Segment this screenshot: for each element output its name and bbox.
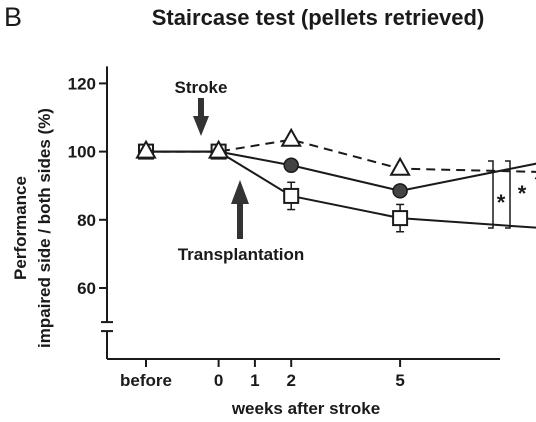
x-tick-label: 5 — [395, 371, 404, 390]
x-axis-label: weeks after stroke — [231, 399, 380, 418]
y-tick-label: 100 — [68, 143, 96, 162]
series-triangle-open — [146, 138, 536, 173]
x-tick-label: 0 — [214, 371, 223, 390]
y-tick-label: 120 — [68, 74, 96, 93]
x-tick-label: 2 — [286, 371, 295, 390]
data-point — [283, 187, 300, 204]
stroke-annotation: Stroke — [175, 78, 228, 97]
series-line — [146, 150, 536, 229]
series-layer — [135, 127, 536, 233]
data-point — [389, 156, 411, 176]
stroke-arrow-head — [193, 116, 209, 136]
chart-title: Staircase test (pellets retrieved) — [152, 5, 485, 30]
y-tick-label: 80 — [77, 211, 96, 230]
transplantation-arrow-head — [231, 180, 249, 204]
x-tick-label: before — [120, 371, 172, 390]
significance-bracket — [488, 160, 494, 229]
data-point — [280, 127, 302, 147]
stroke-arrow-shaft — [198, 98, 204, 118]
y-axis-label-line-1: Performance — [11, 176, 30, 280]
significance-bracket — [505, 160, 511, 229]
significance-star: * — [518, 181, 527, 206]
y-axis: 60 80 100 120 — [68, 66, 113, 359]
series-square-open — [146, 150, 536, 229]
series-line — [146, 138, 536, 173]
significance-star: * — [497, 190, 506, 215]
y-axis-label: Performance impaired side / both sides (… — [11, 108, 54, 348]
x-axis: before01259 — [107, 358, 500, 390]
data-point — [283, 157, 299, 173]
x-tick-label: 1 — [250, 371, 259, 390]
series-markers-square-open — [138, 143, 409, 233]
y-axis-label-line-2: impaired side / both sides (%) — [35, 108, 54, 348]
data-point — [392, 183, 408, 199]
data-point — [207, 139, 230, 159]
data-point — [392, 210, 409, 227]
transplantation-annotation: Transplantation — [178, 245, 305, 264]
annotation-layer: Stroke Transplantation * * — [175, 78, 527, 264]
data-point — [135, 139, 157, 159]
transplantation-arrow-shaft — [237, 202, 243, 239]
y-tick-label: 60 — [77, 279, 96, 298]
series-markers-triangle-open — [135, 127, 536, 180]
panel-letter: B — [4, 2, 22, 32]
